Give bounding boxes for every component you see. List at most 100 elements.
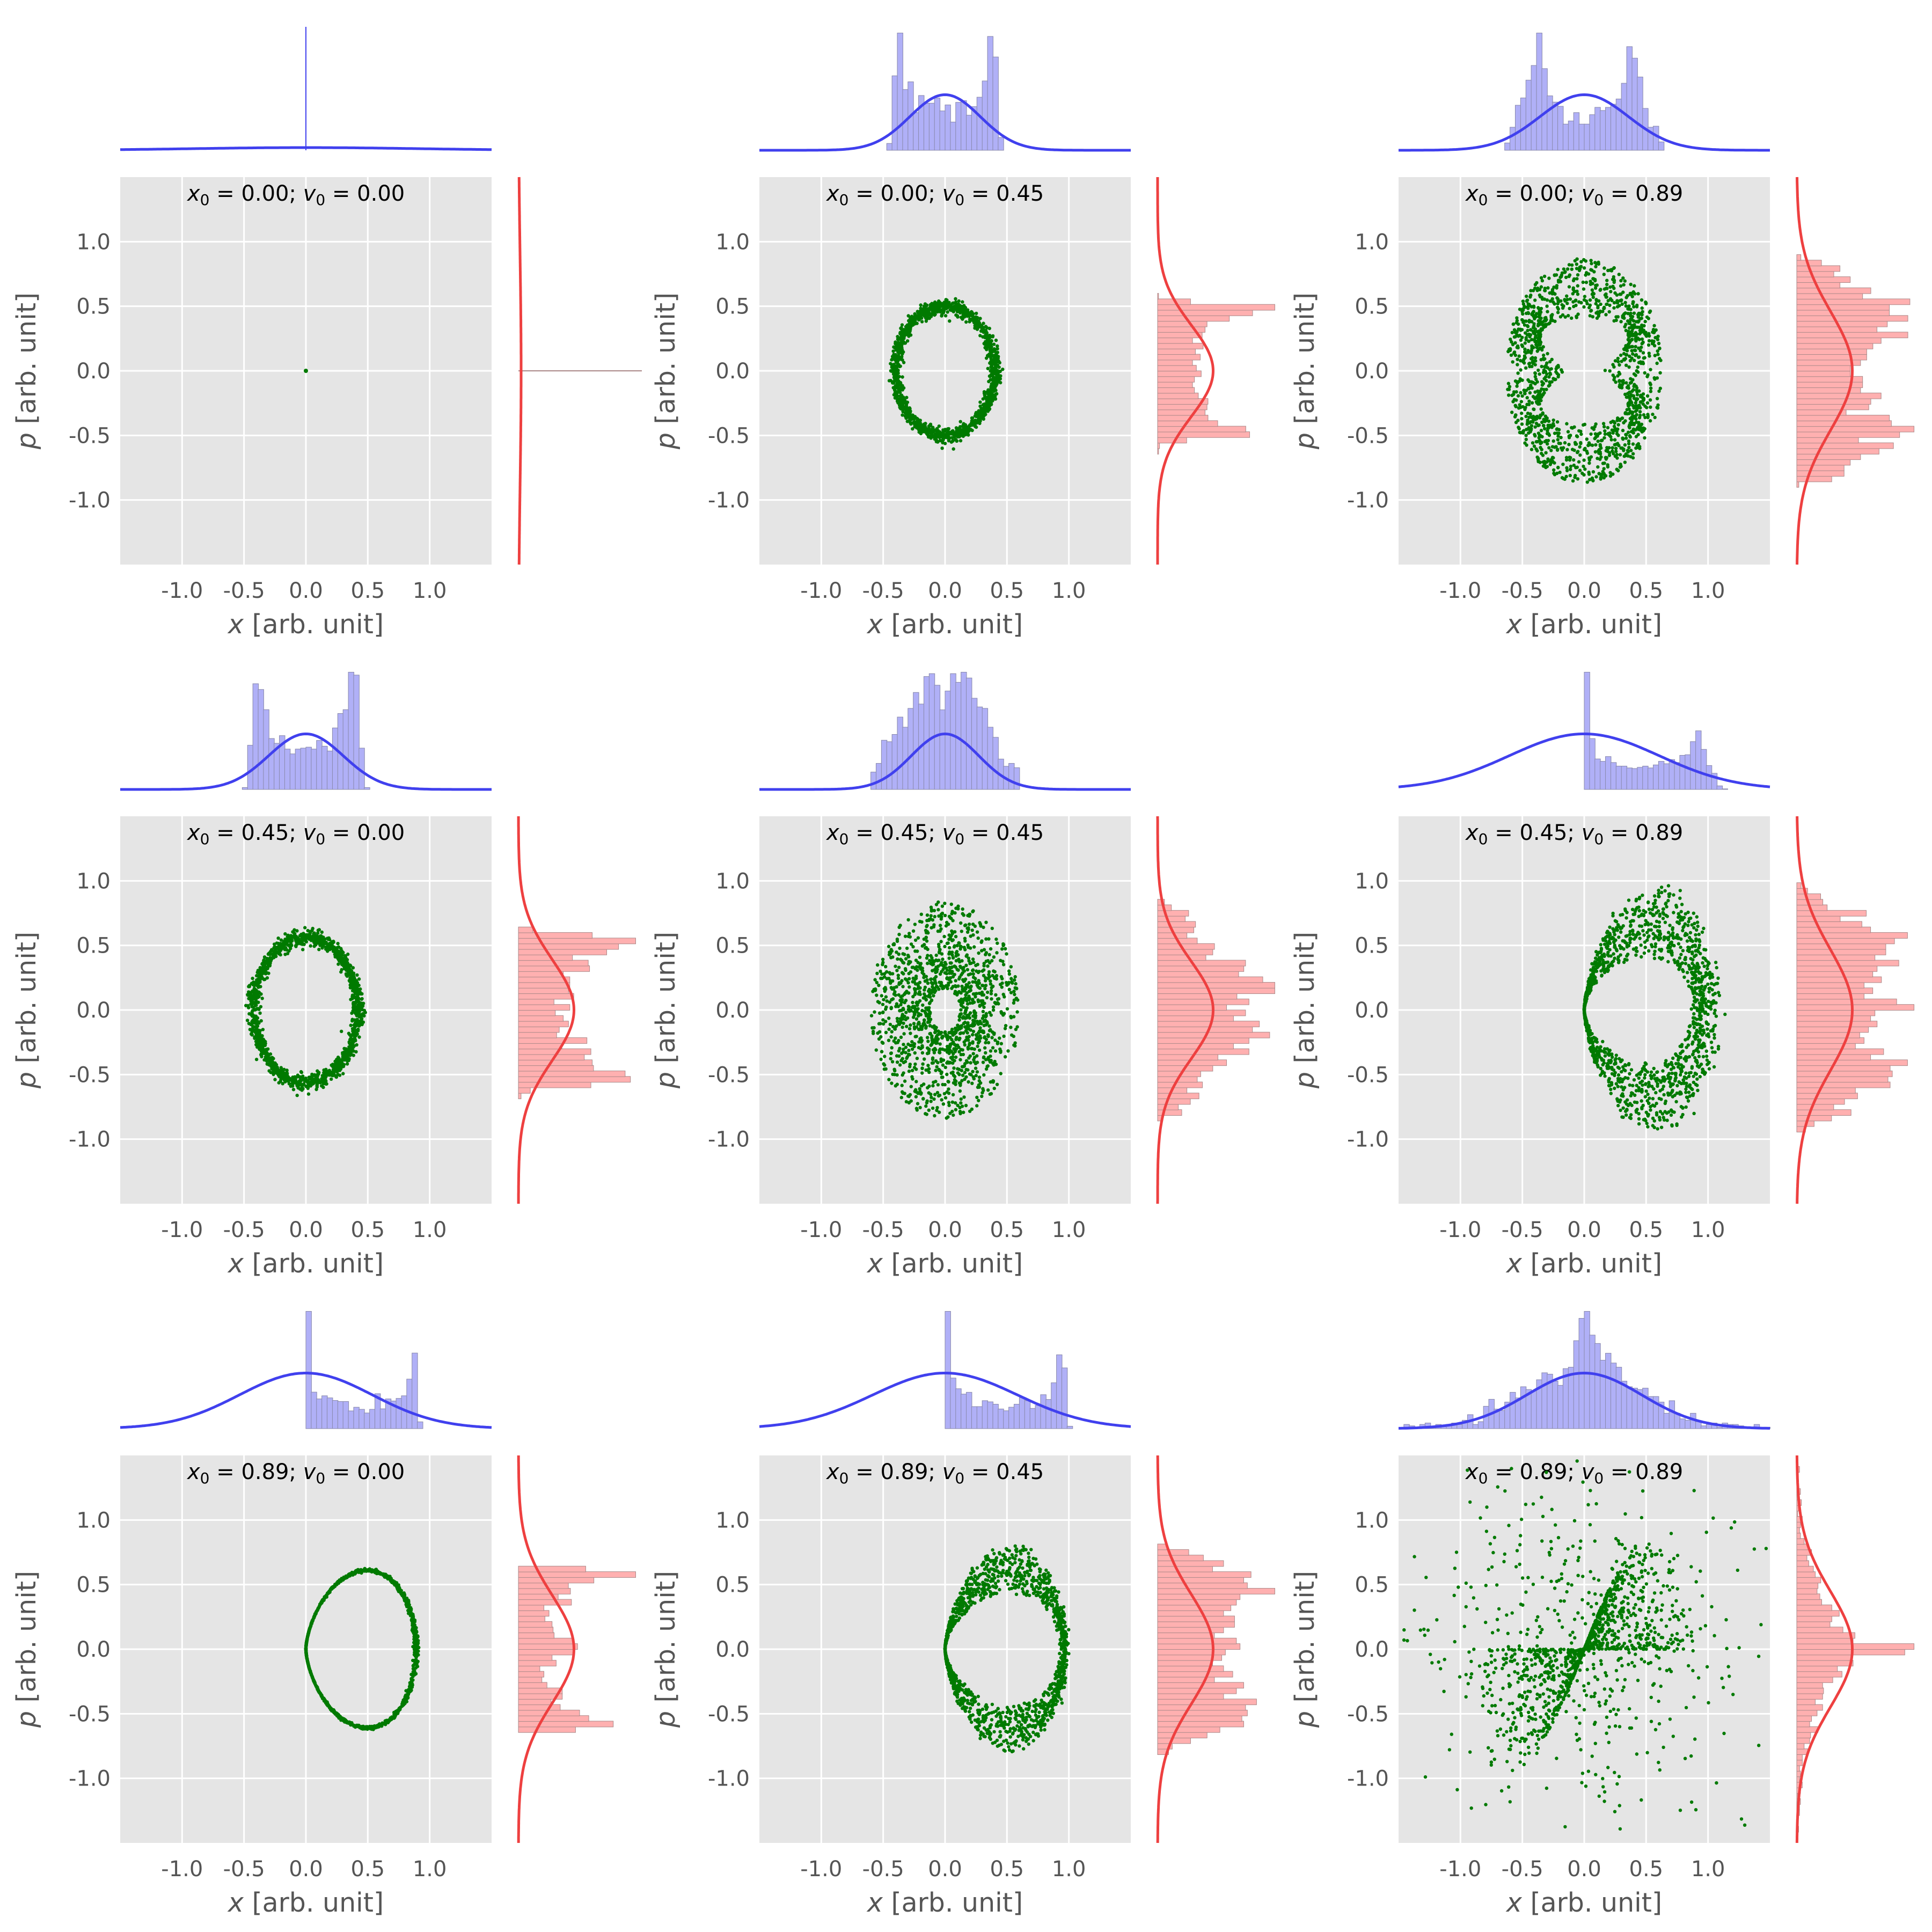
scatter-point — [1517, 327, 1520, 331]
x-hist-bar — [247, 745, 254, 790]
scatter-point — [1627, 442, 1631, 445]
scatter-point — [300, 939, 304, 943]
x-tick-label: 0.0 — [289, 1218, 323, 1242]
scatter-point — [984, 920, 988, 924]
scatter-point — [1627, 445, 1631, 449]
scatter-point — [1004, 1024, 1008, 1028]
scatter-point — [1597, 448, 1601, 452]
scatter-point — [962, 965, 965, 970]
scatter-point — [1584, 281, 1589, 284]
scatter-point — [896, 376, 900, 380]
scatter-point — [1582, 458, 1586, 462]
scatter-point — [1012, 1034, 1016, 1038]
scatter-point — [1611, 284, 1615, 288]
p-hist-bar — [1796, 470, 1845, 477]
scatter-point — [1646, 414, 1650, 418]
x-marginal-curve — [120, 146, 492, 151]
x-axis-label: x [arb. unit] — [1505, 609, 1662, 640]
x-tick-label: 0.5 — [1629, 579, 1664, 603]
scatter-point — [980, 413, 984, 417]
scatter-point — [905, 396, 909, 399]
x-tick-label: 0.0 — [1567, 579, 1601, 603]
panel: -1.0 -0.5 0.0 0.5 1.01.00.50.0-0.5-1.0x [arb… — [650, 672, 1275, 1279]
scatter-point — [992, 1086, 997, 1091]
scatter-point — [993, 385, 997, 389]
scatter-point — [352, 1006, 355, 1010]
p-marginal-curve — [517, 816, 576, 1204]
scatter-point — [1634, 354, 1637, 357]
scatter-point — [1560, 370, 1564, 374]
scatter-point — [1533, 371, 1537, 375]
y-tick-label: 1.0 — [76, 230, 111, 254]
scatter-point — [330, 1063, 334, 1067]
scatter-point — [1598, 431, 1602, 435]
scatter-point — [1622, 358, 1627, 362]
scatter-point — [910, 418, 913, 421]
scatter-point — [1585, 302, 1589, 305]
scatter-point — [979, 329, 983, 333]
scatter-point — [1590, 443, 1594, 447]
scatter-point — [349, 977, 353, 981]
scatter-point — [1598, 457, 1602, 461]
scatter-point — [898, 357, 902, 361]
scatter-point — [902, 1043, 905, 1046]
scatter-point — [965, 1006, 969, 1010]
scatter-point — [1007, 972, 1012, 976]
scatter-point — [954, 935, 958, 939]
scatter-point — [1582, 473, 1586, 477]
scatter-point — [931, 429, 935, 433]
x-axis-label: x [arb. unit] — [866, 1248, 1023, 1279]
scatter-point — [1543, 427, 1547, 430]
scatter-point — [265, 958, 269, 963]
scatter-point — [263, 977, 267, 982]
scatter-point — [1540, 348, 1544, 352]
scatter-point — [1550, 357, 1554, 361]
p-hist-bar — [1796, 448, 1879, 455]
p-hist-bar — [1796, 254, 1802, 261]
scatter-point — [1599, 438, 1603, 443]
p-hist-bar — [518, 998, 554, 1005]
scatter-point — [1575, 442, 1578, 446]
scatter-point — [288, 940, 292, 943]
scatter-point — [1531, 330, 1535, 333]
scatter-point — [950, 953, 954, 957]
scatter-point — [357, 1015, 361, 1019]
p-hist-bar — [1157, 359, 1193, 366]
scatter-point — [900, 338, 904, 341]
x-hist-bar — [1541, 68, 1548, 151]
panel: -1.0 -0.5 0.0 0.5 1.01.00.50.0-0.5-1.0x [arb… — [11, 672, 636, 1279]
scatter-point — [892, 366, 896, 370]
scatter-point — [987, 374, 992, 378]
scatter-point — [952, 310, 956, 313]
scatter-point — [279, 1077, 283, 1081]
scatter-point — [1564, 275, 1568, 279]
scatter-point — [1561, 463, 1565, 466]
x-tick-label: 0.0 — [289, 579, 323, 603]
scatter-point — [892, 388, 897, 392]
scatter-point — [1635, 305, 1639, 309]
scatter-point — [1606, 268, 1610, 273]
scatter-point — [980, 1016, 985, 1020]
x-hist-bar — [945, 104, 951, 151]
p-hist-bar — [1796, 265, 1840, 272]
scatter-point — [348, 1038, 352, 1042]
scatter-point — [1629, 377, 1633, 380]
p-hist-bar — [1796, 404, 1869, 411]
scatter-point — [1620, 416, 1624, 420]
scatter-point — [1648, 398, 1652, 402]
scatter-point — [986, 354, 990, 357]
scatter-point — [1632, 397, 1636, 400]
scatter-point — [902, 329, 906, 333]
scatter-point — [942, 301, 946, 305]
scatter-point — [1618, 304, 1621, 308]
x-hist-bar — [982, 80, 989, 151]
scatter-point — [1514, 420, 1518, 425]
scatter-point — [1611, 363, 1615, 367]
scatter-point — [978, 1026, 982, 1030]
scatter-point — [1004, 947, 1007, 951]
scatter-point — [1545, 323, 1549, 326]
scatter-point — [909, 1085, 913, 1088]
scatter-point — [1656, 406, 1660, 410]
x-hist-bar — [934, 98, 941, 151]
